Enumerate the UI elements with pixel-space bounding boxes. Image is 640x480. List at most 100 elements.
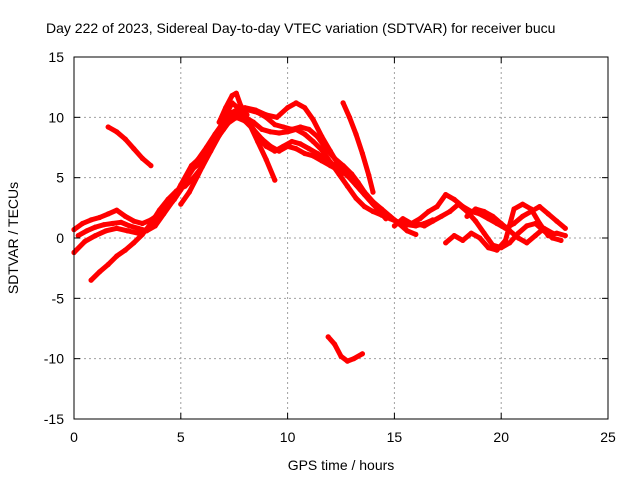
- data-point: [524, 223, 530, 229]
- data-point: [473, 218, 479, 224]
- data-point: [186, 189, 192, 195]
- data-point: [97, 214, 103, 221]
- data-point: [114, 253, 120, 259]
- data-point: [455, 201, 462, 207]
- x-tick-label: 20: [493, 429, 509, 445]
- y-tick-label: 10: [48, 109, 64, 125]
- data-point: [101, 222, 107, 228]
- data-point: [152, 223, 158, 229]
- data-point: [400, 216, 406, 222]
- data-point: [443, 240, 449, 246]
- data-point: [139, 155, 145, 161]
- data-point: [105, 211, 111, 217]
- data-point: [430, 218, 436, 224]
- data-point: [532, 233, 539, 239]
- data-point: [361, 204, 368, 210]
- data-point: [195, 172, 201, 178]
- data-point: [75, 233, 81, 239]
- data-point: [520, 201, 526, 207]
- data-point: [272, 122, 278, 128]
- data-point: [289, 138, 295, 145]
- data-point: [310, 138, 316, 145]
- data-point: [340, 100, 346, 106]
- x-tick-label: 15: [387, 429, 403, 445]
- data-point: [353, 195, 359, 201]
- data-point: [344, 183, 350, 189]
- data-point: [255, 109, 261, 116]
- data-point: [451, 233, 457, 239]
- data-point: [79, 220, 86, 227]
- data-point: [383, 216, 389, 222]
- data-point: [447, 208, 453, 215]
- data-point: [417, 216, 423, 222]
- data-point: [511, 206, 517, 212]
- data-point: [507, 240, 513, 246]
- data-point: [233, 114, 239, 120]
- data-point: [349, 171, 355, 177]
- data-point: [351, 356, 357, 362]
- data-point: [387, 213, 393, 219]
- data-point: [359, 150, 365, 157]
- data-point: [195, 157, 201, 163]
- data-series-arc-8: [340, 100, 376, 195]
- data-point: [82, 239, 88, 245]
- data-point: [267, 129, 274, 135]
- data-point: [323, 157, 329, 163]
- data-point: [246, 107, 252, 113]
- data-point: [223, 105, 229, 111]
- data-point: [92, 233, 98, 239]
- data-point: [490, 213, 496, 219]
- data-point: [272, 177, 278, 183]
- data-point: [272, 148, 278, 154]
- data-point: [216, 119, 222, 125]
- data-point: [156, 207, 162, 213]
- data-series-arc-10: [325, 334, 365, 364]
- chart-title: Day 222 of 2023, Sidereal Day-to-day VTE…: [46, 20, 555, 36]
- data-point: [359, 351, 365, 357]
- data-point: [413, 220, 419, 227]
- y-axis-label: SDTVAR / TECUs: [5, 182, 21, 294]
- data-point: [558, 237, 564, 243]
- data-point: [507, 228, 513, 234]
- data-point: [274, 114, 280, 120]
- data-point: [443, 192, 449, 198]
- data-point: [246, 119, 252, 125]
- y-tick-label: -15: [44, 411, 64, 427]
- data-point: [370, 199, 376, 205]
- y-tick-label: 15: [48, 49, 64, 65]
- data-point: [366, 172, 372, 178]
- data-point: [325, 334, 331, 340]
- data-point: [263, 143, 269, 149]
- data-point: [144, 228, 150, 234]
- data-point: [229, 93, 235, 99]
- data-point: [229, 109, 235, 116]
- data-point: [92, 224, 98, 230]
- data-point: [302, 131, 308, 137]
- data-point: [297, 124, 303, 130]
- data-point: [391, 223, 397, 229]
- data-point: [314, 150, 321, 157]
- data-point: [408, 220, 415, 227]
- data-point: [494, 247, 500, 253]
- data-point: [263, 114, 269, 120]
- data-point: [131, 146, 137, 152]
- data-point: [379, 206, 385, 212]
- data-point: [528, 206, 534, 212]
- data-point: [122, 136, 128, 142]
- tick-layer: 0 5 10 15 20 25 -15 -10 -5 0 5 10 15: [44, 49, 616, 445]
- data-point: [114, 207, 120, 213]
- data-point: [139, 220, 145, 227]
- data-point: [122, 213, 128, 219]
- data-point: [161, 211, 167, 217]
- y-tick-label: -10: [44, 351, 64, 367]
- x-tick-label: 5: [177, 429, 185, 445]
- data-point: [332, 163, 338, 169]
- data-point: [306, 126, 312, 132]
- data-point: [124, 228, 130, 234]
- data-point: [88, 277, 94, 283]
- data-point: [515, 235, 521, 241]
- data-layer: [71, 90, 568, 364]
- data-point: [485, 245, 491, 251]
- data-point: [131, 218, 137, 224]
